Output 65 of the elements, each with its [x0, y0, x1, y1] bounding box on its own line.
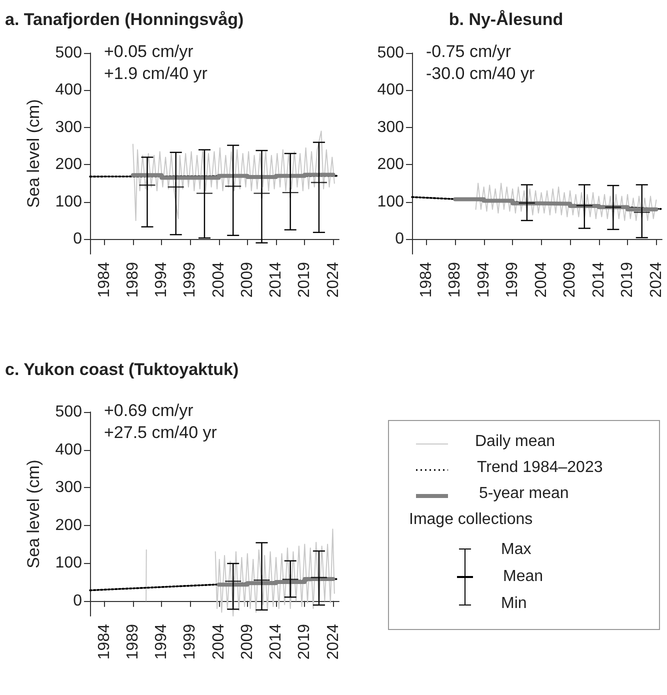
text: Image collections [409, 511, 533, 529]
y-tick-label: 100 [377, 193, 404, 210]
chart-title: c. Yukon coast (Tuktoyaktuk) [5, 360, 239, 379]
y-tick-label: 400 [377, 82, 404, 99]
x-tick-label: 2004 [210, 262, 228, 298]
text: Min [501, 595, 527, 613]
annotation: -30.0 cm/40 yr [426, 64, 535, 83]
x-tick-label: 2024 [324, 624, 342, 660]
x-tick-label: 2009 [562, 262, 579, 298]
y-tick-label: 0 [73, 230, 82, 248]
x-tick-label: 2004 [210, 624, 228, 660]
y-axis-title: Sea level (cm) [24, 460, 43, 568]
y-tick-label: 400 [55, 441, 82, 458]
chart-title: b. Ny-Ålesund [448, 10, 564, 29]
y-axis-title: Sea level (cm) [24, 99, 43, 208]
annotation: +1.9 cm/40 yr [104, 64, 208, 83]
annotation: +0.05 cm/yr [104, 42, 194, 61]
x-tick-label: 1999 [182, 262, 199, 298]
x-tick-label: 2019 [296, 624, 314, 660]
x-tick-label: 2009 [238, 624, 256, 660]
x-tick-label: 1994 [475, 262, 492, 298]
x-tick-label: 1994 [153, 262, 170, 298]
x-tick-label: 1999 [504, 262, 522, 298]
x-tick-label: 1989 [446, 262, 464, 298]
annotation: -0.75 cm/yr [426, 42, 512, 61]
text: Mean [503, 568, 544, 586]
y-tick-label: 500 [377, 44, 404, 62]
text: Max [501, 541, 532, 559]
x-tick-label: 1984 [96, 624, 113, 660]
text: Trend 1984–2023 [477, 459, 603, 477]
y-tick-label: 200 [55, 156, 82, 174]
x-tick-label: 1989 [124, 624, 142, 660]
x-tick-label: 1999 [182, 624, 199, 660]
y-tick-label: 500 [55, 404, 82, 420]
y-tick-label: 100 [55, 554, 82, 572]
line-series [475, 182, 657, 221]
y-tick-label: 0 [73, 592, 82, 610]
x-tick-label: 2014 [268, 262, 285, 298]
line-series [132, 130, 335, 221]
y-tick-label: 100 [55, 193, 82, 210]
y-tick-label: 300 [55, 118, 82, 136]
x-tick-label: 2019 [296, 262, 314, 298]
chart-title: a. Tanafjorden (Honningsvåg) [5, 10, 244, 29]
x-tick-label: 2024 [648, 262, 665, 298]
x-tick-label: 1984 [418, 262, 435, 298]
annotation: +0.69 cm/yr [104, 401, 194, 420]
x-tick-label: 2024 [324, 262, 342, 298]
x-tick-label: 2004 [532, 262, 550, 298]
text: Daily mean [475, 433, 556, 451]
y-tick-label: 200 [377, 156, 404, 174]
y-tick-label: 200 [55, 516, 82, 534]
x-tick-label: 1984 [96, 262, 113, 298]
y-tick-label: 0 [395, 230, 404, 248]
x-tick-label: 2014 [590, 262, 608, 298]
x-tick-label: 1994 [153, 624, 170, 660]
y-tick-label: 500 [55, 44, 82, 62]
x-tick-label: 1989 [124, 262, 142, 298]
y-tick-label: 400 [55, 82, 82, 99]
x-tick-label: 2009 [238, 262, 256, 298]
y-tick-label: 300 [55, 479, 82, 496]
x-tick-label: 2014 [268, 624, 285, 660]
text: 5-year mean [479, 485, 569, 503]
x-tick-label: 2019 [619, 262, 636, 298]
annotation: +27.5 cm/40 yr [104, 423, 218, 442]
y-tick-label: 300 [377, 118, 404, 136]
